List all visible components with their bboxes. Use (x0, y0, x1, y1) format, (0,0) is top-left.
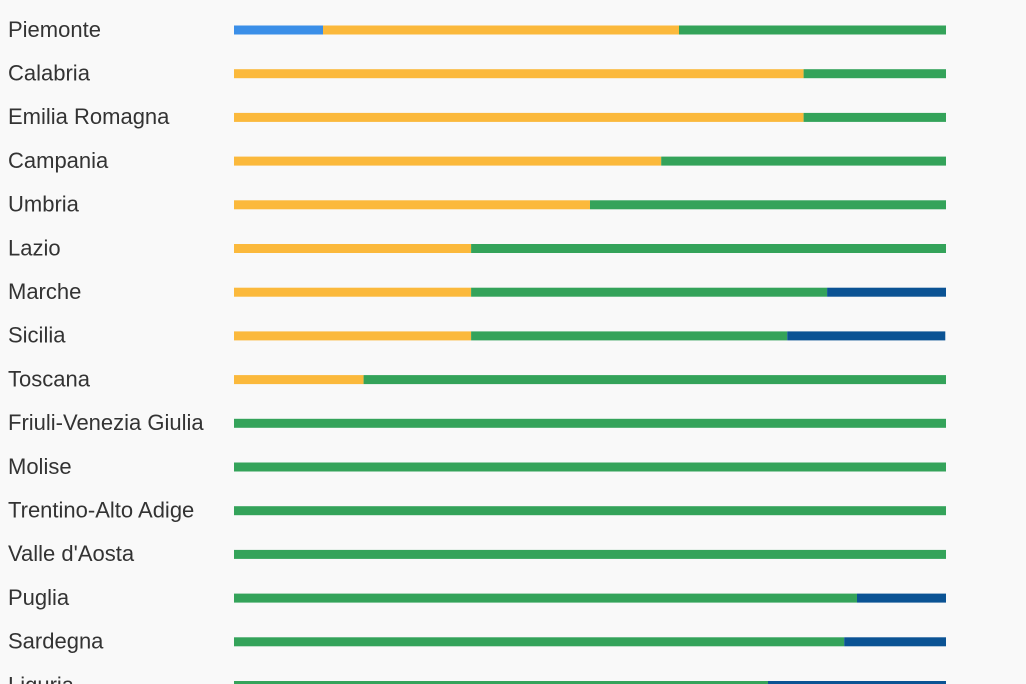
bar-segment (234, 418, 946, 428)
bar-segment (471, 244, 946, 253)
bar-segment (471, 287, 828, 297)
bar-segment (768, 681, 946, 684)
bar-segment (234, 681, 768, 684)
bar-segment (234, 593, 857, 603)
bar-segment (323, 25, 679, 35)
bar-segment (787, 331, 946, 341)
category-label: Liguria (8, 672, 75, 684)
category-label: Lazio (8, 235, 61, 260)
bar-segment (234, 637, 845, 647)
category-label: Sicilia (8, 323, 66, 348)
category-label: Calabria (8, 61, 91, 86)
category-label: Emilia Romagna (8, 104, 170, 129)
bar-segment (234, 506, 946, 516)
bar-segment (234, 156, 662, 166)
category-label: Friuli-Venezia Giulia (8, 410, 204, 435)
category-label: Umbria (8, 192, 80, 217)
bar-segment (803, 69, 946, 79)
category-label: Campania (8, 148, 109, 173)
bar-segment (234, 25, 323, 35)
bar-segment (234, 462, 946, 472)
bar-segment (363, 375, 947, 385)
bar-segment (234, 112, 804, 122)
bar-segment (234, 549, 946, 559)
bar-segment (234, 69, 804, 79)
category-label: Piemonte (8, 17, 101, 42)
category-label: Marche (8, 279, 81, 304)
category-label: Trentino-Alto Adige (8, 498, 194, 523)
category-label: Molise (8, 454, 72, 479)
bar-segment (234, 244, 472, 253)
bar-segment (803, 112, 946, 122)
bar-segment (234, 200, 590, 210)
category-label: Sardegna (8, 629, 104, 654)
bar-segment (857, 593, 946, 603)
bar-segment (844, 637, 946, 647)
category-label: Valle d'Aosta (8, 541, 135, 566)
category-label: Toscana (8, 366, 91, 391)
bar-segment (471, 331, 788, 341)
bar-segment (234, 375, 364, 385)
bar-segment (827, 287, 946, 297)
bar-segment (234, 331, 472, 341)
bar-segment (679, 25, 946, 35)
bar-segment (590, 200, 946, 210)
category-label: Puglia (8, 585, 70, 610)
bar-segment (234, 287, 472, 297)
bar-segment (661, 156, 946, 166)
